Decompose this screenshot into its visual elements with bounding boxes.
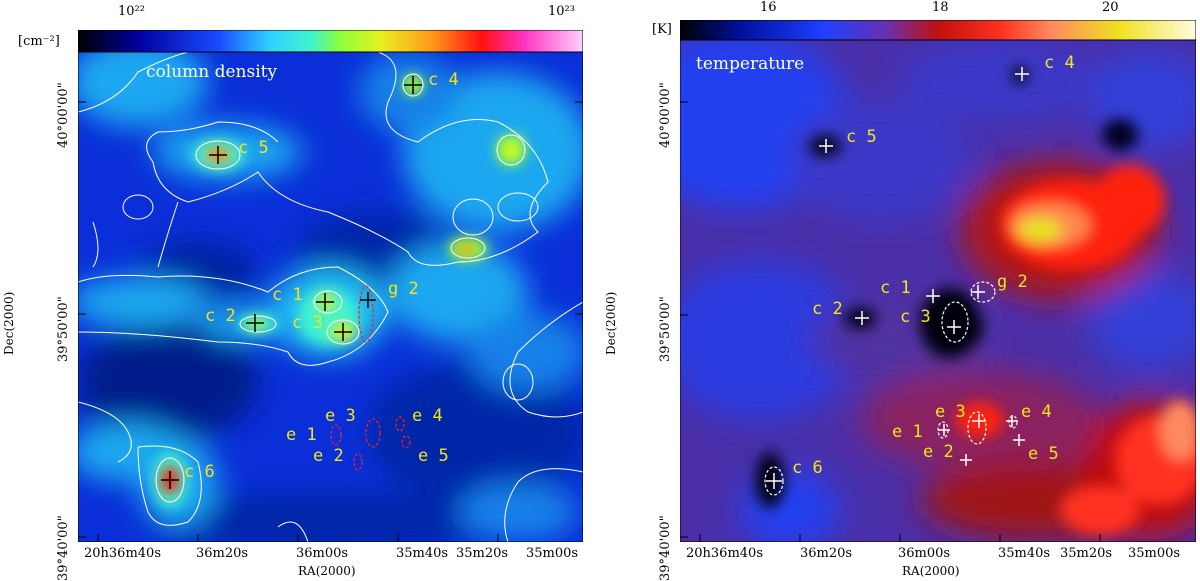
source-label-c4: c 4 [1044,53,1075,73]
colorbar-unit: [cm⁻²] [18,34,60,49]
ytick-39-50: 39°50'00" [658,296,673,362]
colorbar [78,30,583,52]
column-density-panel: 10²² 10²³ [cm⁻²] [2,4,583,581]
source-label-e2: e 2 [313,446,344,466]
source-label-e1: e 1 [286,425,317,445]
temperature-panel: 16 18 20 [K] [600,0,1200,581]
column-density-map [78,52,583,542]
xtick-4: 35m20s [1060,546,1113,561]
colorbar-tick-16: 16 [760,0,777,15]
xtick-4: 35m20s [456,546,509,561]
source-label-c5: c 5 [846,127,877,147]
xtick-3: 35m40s [396,546,449,561]
source-label-e5: e 5 [418,446,449,466]
xtick-2: 36m00s [898,546,951,561]
xtick-3: 35m40s [998,546,1051,561]
source-label-c2: c 2 [812,299,843,319]
source-label-e5: e 5 [1028,444,1059,464]
source-label-c2: c 2 [205,306,236,326]
source-label-c6: c 6 [184,462,215,482]
xtick-5: 35m00s [1128,546,1181,561]
map-title: column density [146,62,278,82]
source-label-c1: c 1 [880,278,911,298]
xtick-1: 36m20s [196,546,249,561]
map-title: temperature [696,54,805,74]
xtick-0: 20h36m40s [686,546,763,561]
source-label-c3: c 3 [900,307,931,327]
source-label-e3: e 3 [935,402,966,422]
xtick-2: 36m00s [296,546,349,561]
ytick-40-00: 40°00'00" [658,82,673,148]
ytick-39-40: 39°40'00" [56,515,71,581]
ytick-39-50: 39°50'00" [56,296,71,362]
xtick-5: 35m00s [526,546,579,561]
source-label-e1: e 1 [892,422,923,442]
colorbar-unit: [K] [652,22,672,37]
source-label-c6: c 6 [792,458,823,478]
source-label-e2: e 2 [923,442,954,462]
source-label-e4: e 4 [412,406,443,426]
colorbar-tick-20: 20 [1102,0,1119,15]
x-axis-title: RA(2000) [902,564,960,578]
source-label-c1: c 1 [272,285,303,305]
source-label-g2: g 2 [388,279,419,299]
ytick-39-40: 39°40'00" [658,515,673,581]
ytick-40-00: 40°00'00" [56,82,71,148]
temperature-map [680,40,1196,542]
source-label-e4: e 4 [1021,402,1052,422]
xtick-0: 20h36m40s [84,546,161,561]
source-label-c5: c 5 [238,138,269,158]
colorbar-tick-18: 18 [932,0,949,15]
source-label-g2: g 2 [997,272,1028,292]
colorbar-tick-high: 10²³ [548,4,575,19]
source-label-c4: c 4 [428,70,459,90]
x-axis-title: RA(2000) [298,564,356,578]
source-label-c3: c 3 [292,313,323,333]
colorbar [680,20,1196,40]
y-axis-title: Dec(2000) [604,291,618,355]
y-axis-title: Dec(2000) [2,291,16,355]
colorbar-tick-low: 10²² [118,4,145,19]
source-label-e3: e 3 [325,406,356,426]
xtick-1: 36m20s [800,546,853,561]
